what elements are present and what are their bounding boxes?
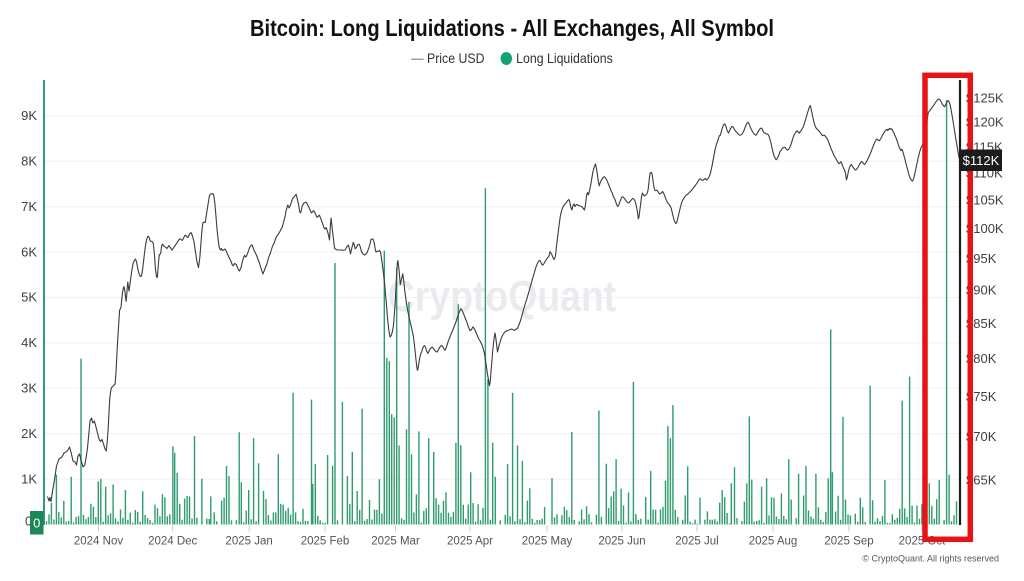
svg-text:$90K: $90K <box>966 283 997 298</box>
svg-text:2025 Sep: 2025 Sep <box>824 536 873 548</box>
svg-text:2025 Jun: 2025 Jun <box>598 536 645 548</box>
svg-text:© CryptoQuant. All rights rese: © CryptoQuant. All rights reserved <box>862 554 999 564</box>
svg-text:$120K: $120K <box>966 115 1004 130</box>
svg-text:8K: 8K <box>21 154 37 169</box>
svg-text:5K: 5K <box>21 290 37 305</box>
svg-text:2025 May: 2025 May <box>522 536 573 548</box>
svg-text:0: 0 <box>33 516 40 531</box>
svg-text:2025 Aug: 2025 Aug <box>749 536 798 548</box>
svg-text:7K: 7K <box>21 199 37 214</box>
svg-text:$65K: $65K <box>966 473 997 488</box>
svg-text:2025 Feb: 2025 Feb <box>301 536 350 548</box>
svg-text:1K: 1K <box>21 471 37 486</box>
svg-text:$112K: $112K <box>963 153 1000 168</box>
svg-text:$95K: $95K <box>966 251 997 266</box>
svg-text:6K: 6K <box>21 244 37 259</box>
svg-text:4K: 4K <box>21 335 37 350</box>
svg-text:$125K: $125K <box>966 91 1004 106</box>
svg-text:2025 Mar: 2025 Mar <box>371 536 420 548</box>
svg-text:9K: 9K <box>21 108 37 123</box>
svg-text:$80K: $80K <box>966 351 997 366</box>
svg-text:CryptoQuant: CryptoQuant <box>388 271 617 321</box>
svg-text:0: 0 <box>25 515 32 529</box>
svg-text:$100K: $100K <box>966 221 1004 236</box>
svg-text:$105K: $105K <box>966 193 1004 208</box>
svg-text:2K: 2K <box>21 426 37 441</box>
svg-text:2024 Nov: 2024 Nov <box>74 536 123 548</box>
svg-text:$70K: $70K <box>966 429 997 444</box>
svg-text:2024 Dec: 2024 Dec <box>148 536 197 548</box>
svg-text:$75K: $75K <box>966 389 997 404</box>
svg-text:2025 Jan: 2025 Jan <box>225 536 272 548</box>
svg-text:$85K: $85K <box>966 316 997 331</box>
svg-text:2025 Jul: 2025 Jul <box>675 536 718 548</box>
svg-text:2025 Apr: 2025 Apr <box>447 536 493 548</box>
svg-text:3K: 3K <box>21 381 37 396</box>
